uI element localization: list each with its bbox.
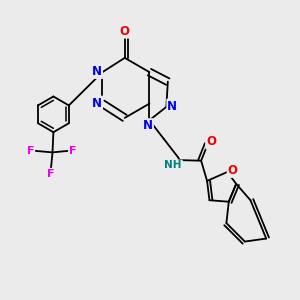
Text: F: F <box>27 146 34 156</box>
Text: N: N <box>92 65 102 78</box>
Text: F: F <box>47 169 55 179</box>
Text: N: N <box>167 100 177 112</box>
Text: N: N <box>92 97 102 110</box>
Text: O: O <box>120 25 130 38</box>
Text: NH: NH <box>164 160 182 170</box>
Text: O: O <box>206 136 216 148</box>
Text: N: N <box>143 119 153 132</box>
Text: F: F <box>69 146 76 156</box>
Text: O: O <box>228 164 238 177</box>
